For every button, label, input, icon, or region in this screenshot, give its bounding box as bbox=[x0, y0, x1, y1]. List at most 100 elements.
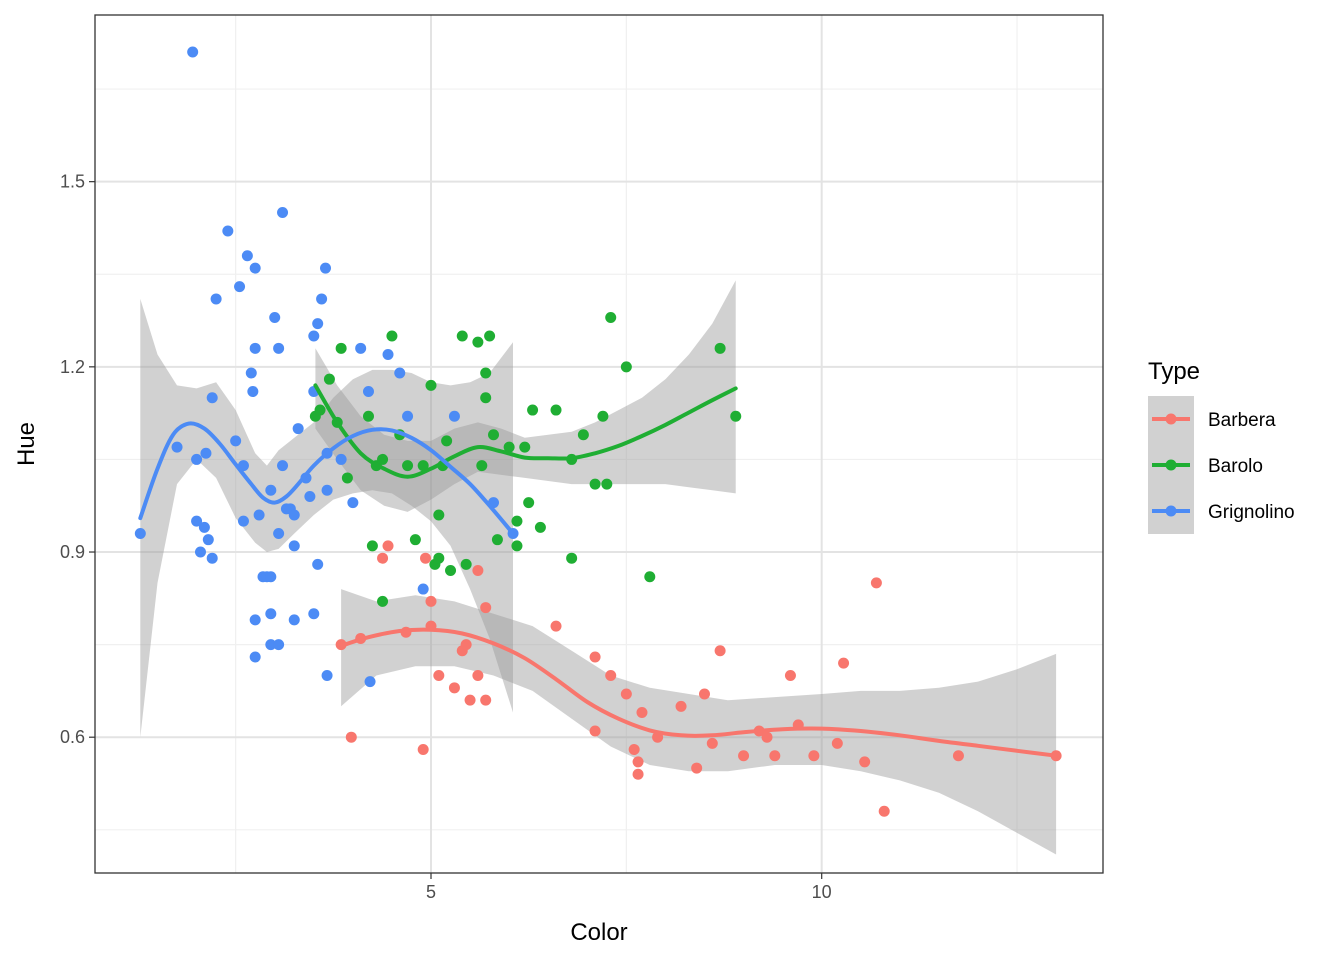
point-grignolino bbox=[210, 293, 222, 305]
point-barolo bbox=[366, 540, 378, 552]
point-barolo bbox=[377, 453, 389, 465]
point-barolo bbox=[534, 521, 546, 533]
point-barolo bbox=[417, 460, 429, 472]
point-barbera bbox=[878, 805, 890, 817]
smooth-line-barolo bbox=[313, 383, 738, 479]
point-barolo bbox=[605, 311, 617, 323]
point-grignolino bbox=[171, 441, 183, 453]
legend-label-barolo: Barolo bbox=[1208, 456, 1263, 477]
point-barbera bbox=[808, 750, 820, 762]
point-barolo bbox=[402, 460, 414, 472]
point-barbera bbox=[691, 762, 703, 774]
point-grignolino bbox=[364, 676, 376, 688]
point-grignolino bbox=[273, 342, 285, 354]
confidence-band-barolo bbox=[315, 280, 736, 512]
point-barbera bbox=[382, 540, 394, 552]
point-barolo bbox=[730, 410, 742, 422]
point-grignolino bbox=[335, 453, 347, 465]
point-grignolino bbox=[304, 490, 316, 502]
point-barolo bbox=[714, 342, 726, 354]
point-barbera bbox=[589, 651, 601, 663]
legend-key-point bbox=[1165, 505, 1177, 517]
point-barolo bbox=[620, 361, 632, 373]
point-grignolino bbox=[308, 330, 320, 342]
point-barolo bbox=[335, 342, 347, 354]
point-grignolino bbox=[200, 447, 212, 459]
point-grignolino bbox=[134, 528, 146, 540]
point-grignolino bbox=[222, 225, 234, 237]
point-barolo bbox=[577, 429, 589, 441]
point-barolo bbox=[362, 410, 374, 422]
point-grignolino bbox=[249, 262, 261, 274]
smooth-lines bbox=[138, 383, 1059, 758]
point-grignolino bbox=[191, 453, 203, 465]
point-grignolino bbox=[202, 534, 214, 546]
y-axis-ticks: 0.6 0.9 1.2 1.5 bbox=[60, 172, 95, 747]
point-grignolino bbox=[277, 460, 289, 472]
point-barolo bbox=[460, 558, 472, 570]
point-grignolino bbox=[194, 546, 206, 558]
point-grignolino bbox=[347, 497, 359, 509]
y-tick-label: 0.9 bbox=[60, 542, 85, 562]
point-barolo bbox=[409, 534, 421, 546]
point-barolo bbox=[511, 540, 523, 552]
point-grignolino bbox=[382, 348, 394, 360]
point-grignolino bbox=[321, 484, 333, 496]
point-grignolino bbox=[265, 608, 277, 620]
point-barbera bbox=[632, 768, 644, 780]
x-axis-title: Color bbox=[570, 919, 627, 946]
legend-key-point bbox=[1165, 413, 1177, 425]
x-axis-ticks: 5 10 bbox=[426, 873, 832, 902]
point-barbera bbox=[675, 700, 687, 712]
point-grignolino bbox=[253, 509, 265, 521]
point-barbera bbox=[698, 688, 710, 700]
point-barolo bbox=[527, 404, 539, 416]
point-barolo bbox=[597, 410, 609, 422]
point-grignolino bbox=[273, 639, 285, 651]
point-grignolino bbox=[277, 207, 289, 219]
point-grignolino bbox=[191, 515, 203, 527]
point-barbera bbox=[550, 620, 562, 632]
point-barbera bbox=[714, 645, 726, 657]
point-grignolino bbox=[230, 435, 242, 447]
confidence-band-grignolino bbox=[140, 298, 514, 738]
point-barbera bbox=[420, 552, 432, 564]
point-barolo bbox=[484, 330, 496, 342]
point-grignolino bbox=[247, 386, 259, 398]
point-barolo bbox=[480, 367, 492, 379]
point-barolo bbox=[445, 565, 457, 577]
point-barbera bbox=[589, 725, 601, 737]
point-barolo bbox=[425, 379, 437, 391]
legend: Type Barbera Barolo Grignolino bbox=[1148, 358, 1295, 534]
point-grignolino bbox=[265, 484, 277, 496]
point-grignolino bbox=[198, 521, 210, 533]
x-tick-label: 10 bbox=[812, 882, 832, 902]
point-barolo bbox=[519, 441, 531, 453]
point-barbera bbox=[769, 750, 781, 762]
point-grignolino bbox=[288, 614, 300, 626]
point-barolo bbox=[377, 595, 389, 607]
point-grignolino bbox=[362, 386, 374, 398]
point-barbera bbox=[480, 694, 492, 706]
point-barbera bbox=[838, 657, 850, 669]
point-grignolino bbox=[245, 367, 257, 379]
point-barbera bbox=[632, 756, 644, 768]
point-grignolino bbox=[288, 509, 300, 521]
point-grignolino bbox=[241, 250, 253, 262]
point-grignolino bbox=[355, 342, 367, 354]
point-barbera bbox=[433, 669, 445, 681]
point-grignolino bbox=[312, 318, 324, 330]
point-barbera bbox=[472, 669, 484, 681]
point-barolo bbox=[488, 429, 500, 441]
point-grignolino bbox=[206, 552, 218, 564]
legend-label-grignolino: Grignolino bbox=[1208, 502, 1295, 523]
point-barbera bbox=[620, 688, 632, 700]
y-axis-title: Hue bbox=[13, 422, 40, 466]
point-grignolino bbox=[273, 528, 285, 540]
point-grignolino bbox=[417, 583, 429, 595]
point-barolo bbox=[491, 534, 503, 546]
point-barolo bbox=[441, 435, 453, 447]
point-barolo bbox=[589, 478, 601, 490]
x-tick-label: 5 bbox=[426, 882, 436, 902]
